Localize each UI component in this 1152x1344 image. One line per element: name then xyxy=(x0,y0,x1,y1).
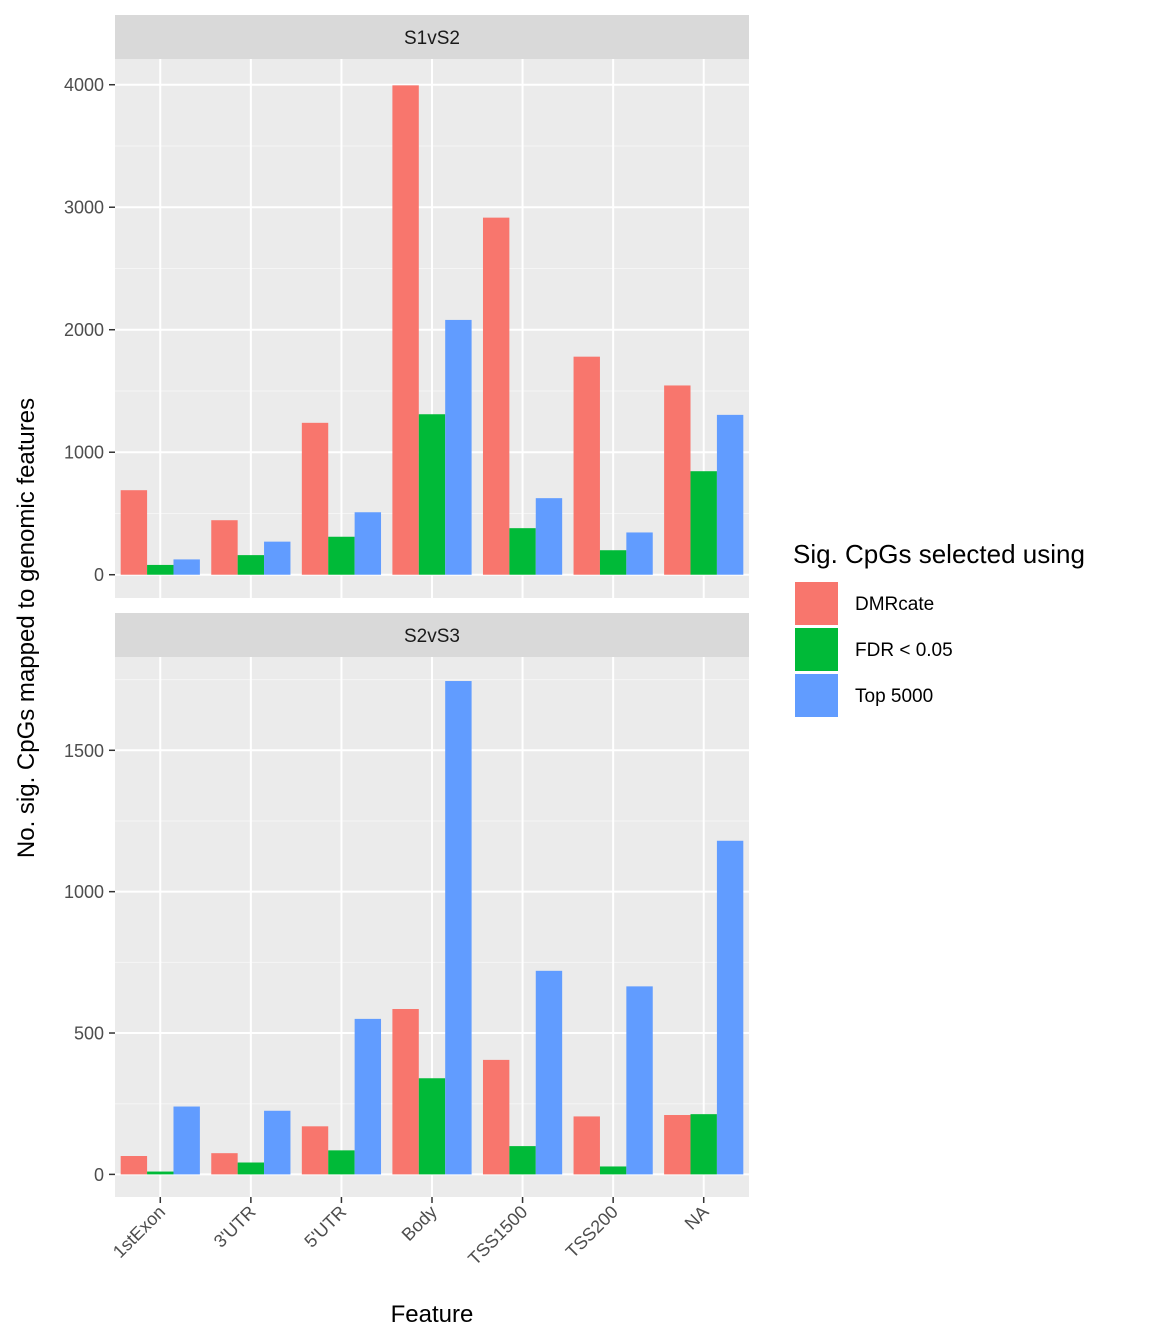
legend-title: Sig. CpGs selected using xyxy=(793,539,1085,569)
y-axis-title: No. sig. CpGs mapped to genomic features xyxy=(13,398,40,858)
legend-key-fdr-0-05 xyxy=(795,628,838,671)
x-tick-label: 1stExon xyxy=(109,1202,169,1262)
bar-s1vs2-top-5000-5-utr xyxy=(354,512,382,575)
bar-s2vs3-dmrcate-na xyxy=(664,1115,691,1175)
legend-label-fdr-0-05: FDR < 0.05 xyxy=(855,640,953,661)
y-tick-label: 0 xyxy=(94,1165,104,1185)
bar-s1vs2-fdr-0-05-na xyxy=(690,471,717,575)
bar-s1vs2-dmrcate-body xyxy=(392,85,419,575)
bar-s2vs3-top-5000-1stexon xyxy=(173,1106,200,1175)
x-tick-label: TSS1500 xyxy=(464,1202,531,1269)
bar-s1vs2-dmrcate-5-utr xyxy=(301,422,329,575)
bar-s1vs2-dmrcate-1stexon xyxy=(120,490,148,575)
bar-s2vs3-fdr-0-05-3-utr xyxy=(237,1162,265,1175)
bar-s1vs2-fdr-0-05-5-utr xyxy=(328,536,355,575)
bar-s2vs3-dmrcate-3-utr xyxy=(211,1153,238,1175)
legend-label-top-5000: Top 5000 xyxy=(855,686,933,707)
bar-s2vs3-fdr-0-05-5-utr xyxy=(328,1150,355,1175)
x-tick-label: 3'UTR xyxy=(210,1202,260,1252)
legend-label-dmrcate: DMRcate xyxy=(855,594,934,615)
legend: Sig. CpGs selected using DMRcate FDR < 0.… xyxy=(793,539,1085,717)
y-tick-label: 2000 xyxy=(64,320,104,340)
bar-s1vs2-top-5000-na xyxy=(716,414,744,575)
bar-s2vs3-dmrcate-tss200 xyxy=(573,1116,600,1175)
bar-s2vs3-top-5000-3-utr xyxy=(264,1110,291,1175)
bar-s2vs3-dmrcate-tss1500 xyxy=(482,1059,510,1175)
bar-s2vs3-top-5000-na xyxy=(716,840,744,1175)
facet-strip-label: S2vS3 xyxy=(404,626,460,647)
legend-key-dmrcate xyxy=(795,582,838,625)
bar-s1vs2-dmrcate-na xyxy=(664,385,691,575)
chart-panels: S1vS2 0 1000 2000 3000 4000 S2vS3 0 500 1000 1500 xyxy=(64,15,749,1197)
bar-s1vs2-top-5000-3-utr xyxy=(264,541,291,575)
bar-s2vs3-fdr-0-05-1stexon xyxy=(147,1171,174,1175)
x-tick-label: TSS200 xyxy=(562,1202,622,1262)
y-tick-label: 500 xyxy=(74,1024,104,1044)
facet-strip xyxy=(115,15,749,59)
x-axis: 1stExon 3'UTR 5'UTR Body TSS1500 TSS200 NA xyxy=(109,1197,713,1269)
x-tick-label: Body xyxy=(398,1202,441,1245)
y-tick-label: 1000 xyxy=(64,443,104,463)
bar-s2vs3-top-5000-tss200 xyxy=(626,986,653,1175)
bar-s2vs3-fdr-0-05-body xyxy=(418,1078,446,1175)
bar-s2vs3-fdr-0-05-tss200 xyxy=(599,1166,627,1175)
bar-s1vs2-top-5000-1stexon xyxy=(173,559,200,575)
y-tick-label: 0 xyxy=(94,565,104,585)
bar-s1vs2-fdr-0-05-tss200 xyxy=(599,550,627,575)
bar-s2vs3-fdr-0-05-tss1500 xyxy=(509,1146,536,1175)
bar-s1vs2-dmrcate-tss1500 xyxy=(482,217,510,575)
y-tick-label: 3000 xyxy=(64,198,104,218)
legend-key-top-5000 xyxy=(795,674,838,717)
facet-strip xyxy=(115,613,749,657)
bar-s1vs2-dmrcate-3-utr xyxy=(211,520,238,575)
panel-s1vs2: S1vS2 0 1000 2000 3000 4000 xyxy=(64,15,749,598)
x-tick-label: 5'UTR xyxy=(300,1202,350,1252)
bar-s1vs2-top-5000-tss200 xyxy=(626,532,653,575)
y-tick-label: 4000 xyxy=(64,75,104,95)
bar-s1vs2-top-5000-tss1500 xyxy=(535,498,563,575)
bar-s2vs3-top-5000-body xyxy=(445,681,472,1175)
legend-keys: DMRcate FDR < 0.05 Top 5000 xyxy=(795,582,953,717)
y-tick-label: 1000 xyxy=(64,882,104,902)
bar-s2vs3-top-5000-5-utr xyxy=(354,1018,382,1175)
bar-s1vs2-fdr-0-05-3-utr xyxy=(237,555,265,575)
facet-strip-label: S1vS2 xyxy=(404,28,460,49)
bar-s1vs2-fdr-0-05-body xyxy=(418,414,446,575)
bar-s2vs3-dmrcate-body xyxy=(392,1008,419,1175)
bar-s1vs2-top-5000-body xyxy=(445,319,472,575)
bar-s1vs2-fdr-0-05-1stexon xyxy=(147,564,174,575)
bar-s2vs3-top-5000-tss1500 xyxy=(535,970,563,1175)
panel-s2vs3: S2vS3 0 500 1000 1500 xyxy=(64,613,749,1197)
bar-s2vs3-dmrcate-1stexon xyxy=(120,1156,148,1175)
bar-s1vs2-dmrcate-tss200 xyxy=(573,356,600,575)
y-tick-label: 1500 xyxy=(64,741,104,761)
x-axis-title: Feature xyxy=(391,1301,474,1328)
bar-s2vs3-fdr-0-05-na xyxy=(690,1114,717,1175)
bar-s2vs3-dmrcate-5-utr xyxy=(301,1126,329,1175)
x-tick-label: NA xyxy=(681,1202,713,1234)
bar-s1vs2-fdr-0-05-tss1500 xyxy=(509,528,536,575)
